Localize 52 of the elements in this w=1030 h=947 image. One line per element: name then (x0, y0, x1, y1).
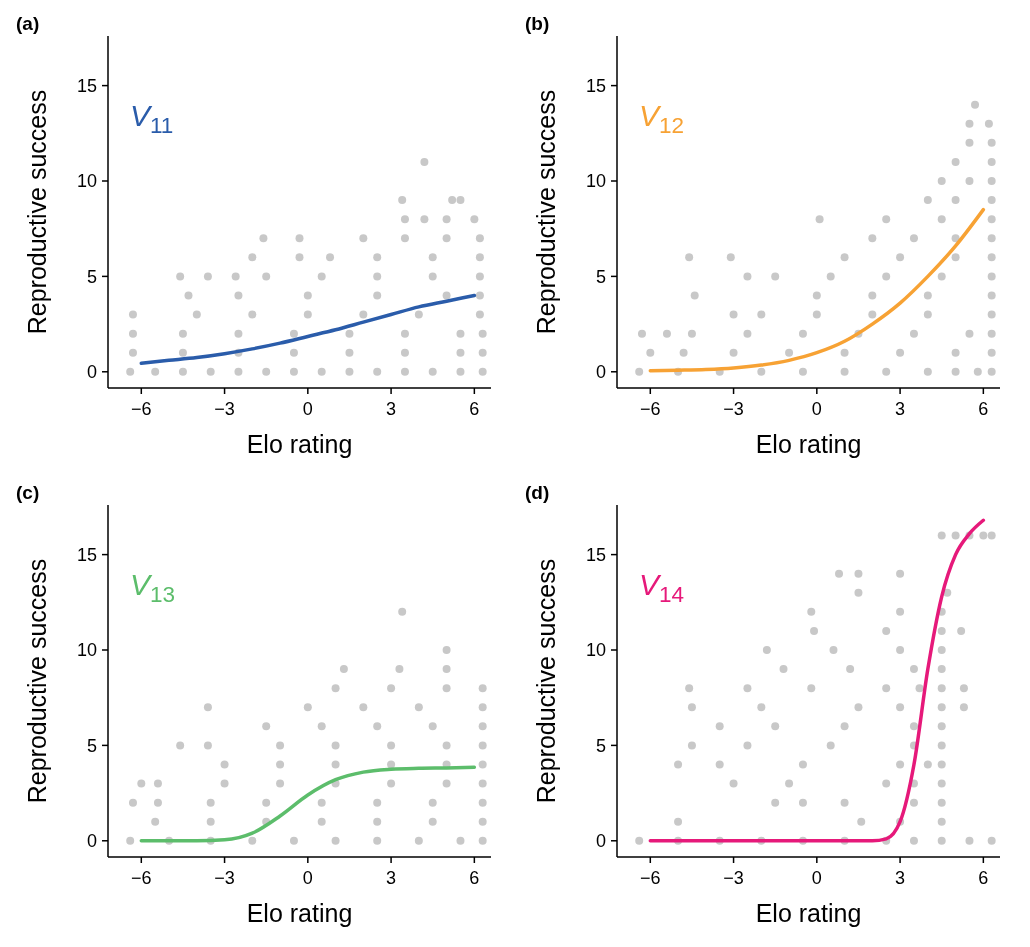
chart-title: (a) (16, 13, 40, 34)
y-tick-label: 15 (585, 75, 606, 96)
x-tick-label: −3 (723, 399, 744, 419)
x-tick-label: 6 (978, 868, 989, 888)
x-tick-label: 0 (302, 399, 313, 419)
x-tick-label: −6 (131, 399, 152, 419)
x-tick-label: 6 (978, 399, 989, 419)
y-tick-label: 10 (76, 171, 97, 192)
y-tick-label: 0 (86, 362, 97, 383)
chart-title: (c) (16, 482, 40, 503)
x-tick-label: 6 (469, 868, 480, 888)
x-tick-label: −3 (214, 868, 235, 888)
x-tick-label: 0 (811, 868, 822, 888)
y-tick-label: 5 (595, 266, 606, 287)
x-tick-label: 3 (386, 399, 397, 419)
x-tick-label: 3 (386, 868, 397, 888)
x-tick-label: 6 (469, 399, 480, 419)
y-axis-title: Reproductive success (532, 89, 560, 335)
x-tick-label: −6 (640, 399, 661, 419)
y-tick-label: 0 (86, 831, 97, 852)
x-axis-title: Elo rating (755, 430, 862, 458)
text: V$_{14}$ (639, 568, 685, 607)
x-tick-label: −6 (131, 868, 152, 888)
x-axis-title: Elo rating (246, 430, 353, 458)
x-tick-label: −3 (214, 399, 235, 419)
text: V$_{13}$ (130, 568, 176, 607)
y-tick-label: 0 (595, 362, 606, 383)
y-axis-title: Reproductive success (23, 89, 51, 335)
y-tick-label: 0 (595, 831, 606, 852)
text: V$_{11}$ (130, 99, 174, 138)
y-tick-label: 5 (595, 735, 606, 756)
x-tick-label: 3 (895, 399, 906, 419)
y-tick-label: 10 (76, 640, 97, 661)
x-axis-title: Elo rating (755, 899, 862, 927)
x-axis-title: Elo rating (246, 899, 353, 927)
y-tick-label: 10 (585, 640, 606, 661)
x-tick-label: 0 (302, 868, 313, 888)
y-axis-title: Reproductive success (532, 558, 560, 804)
y-tick-label: 15 (585, 544, 606, 565)
y-axis-title: Reproductive success (23, 558, 51, 804)
y-tick-label: 5 (86, 735, 97, 756)
x-tick-label: 0 (811, 399, 822, 419)
y-tick-label: 15 (76, 75, 97, 96)
x-tick-label: −6 (640, 868, 661, 888)
chart-title: (b) (525, 13, 550, 34)
y-tick-label: 15 (76, 544, 97, 565)
y-tick-label: 5 (86, 266, 97, 287)
x-tick-label: 3 (895, 868, 906, 888)
chart-title: (d) (525, 482, 550, 503)
text: V$_{12}$ (639, 99, 685, 138)
x-tick-label: −3 (723, 868, 744, 888)
y-tick-label: 10 (585, 171, 606, 192)
